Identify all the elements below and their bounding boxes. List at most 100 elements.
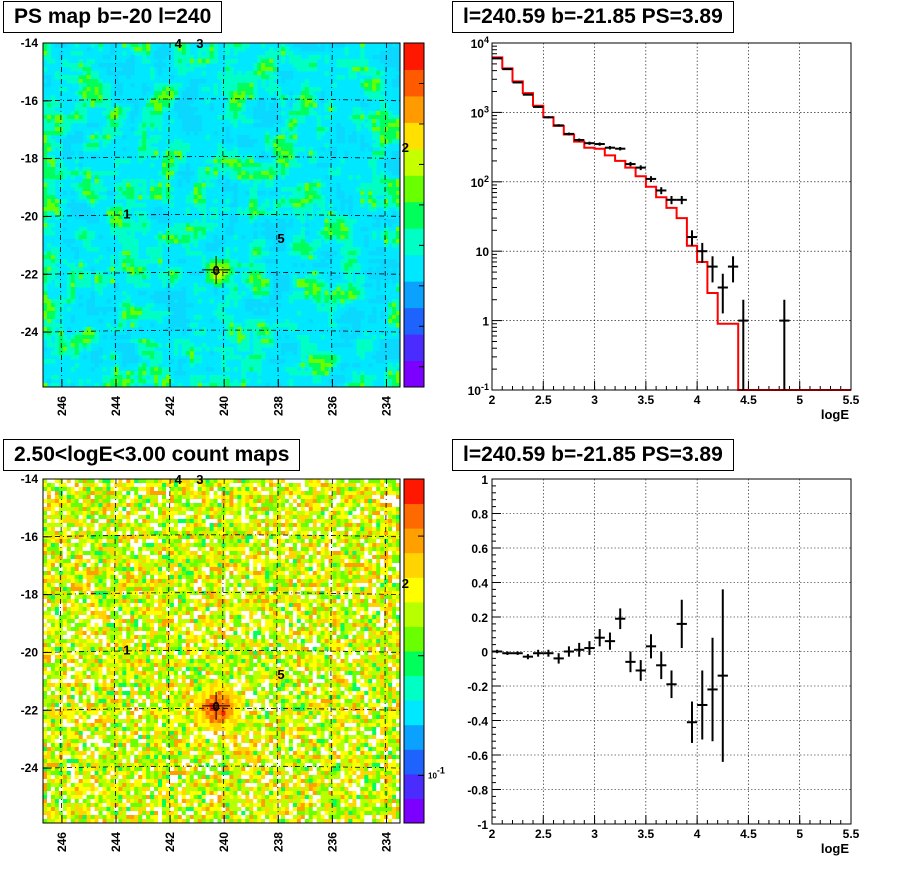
source-label-3: 3 (196, 36, 203, 51)
residual-point (677, 600, 687, 648)
x-tick-label: 246 (55, 832, 69, 852)
residual-point (718, 589, 728, 762)
y-tick-label: 1 (481, 473, 488, 487)
x-tick-label: 5 (796, 393, 803, 407)
y-tick-label: 102 (471, 174, 489, 190)
x-tick-label: 2.5 (535, 393, 552, 407)
ps-map-title: PS map b=-20 l=240 (3, 1, 222, 33)
source-label-1: 1 (123, 643, 130, 658)
y-tick-label: -0.4 (467, 715, 488, 729)
colorbar-cell (404, 479, 424, 504)
residual-point (584, 641, 594, 655)
colorbar-cell (404, 725, 424, 750)
x-tick-label: 240 (217, 396, 231, 416)
y-tick-label: 0.2 (471, 611, 488, 625)
x-tick-label: 234 (379, 396, 393, 416)
source-label-5: 5 (277, 231, 284, 246)
y-tick-label: -14 (21, 472, 39, 486)
residual-point (564, 646, 574, 656)
source-label-5: 5 (277, 667, 284, 682)
x-tick-label: 5.5 (843, 827, 860, 841)
y-tick-label: -0.6 (467, 749, 488, 763)
y-tick-label: -18 (21, 588, 39, 602)
data-point (513, 82, 523, 83)
source-label-4: 4 (175, 472, 183, 487)
data-point (543, 116, 553, 118)
y-tick-label: -16 (21, 94, 39, 108)
x-tick-label: 236 (325, 832, 339, 852)
source-label-4: 4 (175, 36, 183, 51)
x-axis-label: logE (821, 841, 849, 856)
data-point (636, 165, 646, 170)
data-point (707, 256, 717, 282)
x-tick-label: 238 (271, 396, 285, 416)
data-point (738, 300, 748, 390)
ps-map-panel: 246244242240238236234-14-16-18-20-22-240… (0, 0, 449, 436)
colorbar-cell (404, 281, 424, 308)
y-tick-label: -24 (21, 761, 39, 775)
source-label-2: 2 (402, 140, 409, 155)
colorbar-cell (404, 255, 424, 282)
colorbar-cell (404, 228, 424, 255)
x-tick-label: 4 (694, 827, 701, 841)
data-point (697, 243, 707, 263)
residual-point (615, 608, 625, 629)
residual-point (554, 653, 564, 663)
data-point (564, 133, 574, 136)
colorbar-cell (404, 528, 424, 553)
residual-point (625, 652, 635, 673)
residual-point (523, 654, 533, 659)
x-axis-label: logE (821, 407, 849, 422)
residual-point (492, 650, 502, 653)
data-point (554, 124, 564, 126)
y-tick-label: 10 (476, 245, 490, 259)
model-step-line (492, 57, 851, 390)
colorbar-cell (404, 43, 424, 70)
x-tick-label: 5 (796, 827, 803, 841)
data-point (718, 274, 728, 314)
data-point (728, 256, 738, 282)
data-point (533, 106, 543, 108)
x-tick-label: 4.5 (740, 393, 757, 407)
x-tick-label: 242 (163, 832, 177, 852)
data-point (625, 162, 635, 167)
data-point (656, 187, 666, 194)
y-tick-label: 10-1 (468, 382, 489, 398)
x-tick-label: 3 (591, 827, 598, 841)
colorbar-cell (404, 774, 424, 799)
y-tick-label: -0.8 (467, 784, 488, 798)
colorbar-cell (404, 798, 424, 823)
colorbar-cell (404, 175, 424, 202)
data-point (646, 176, 656, 182)
data-point (615, 147, 625, 150)
residual-point (697, 670, 707, 739)
colorbar-cell (404, 700, 424, 725)
x-tick-label: 242 (163, 396, 177, 416)
y-tick-label: 0.8 (471, 508, 488, 522)
colorbar-cell (404, 676, 424, 701)
colorbar-cell (404, 361, 424, 388)
colorbar-cell (404, 749, 424, 774)
spectrum-title: l=240.59 b=-21.85 PS=3.89 (452, 1, 734, 33)
count-map-title: 2.50<logE<3.00 count maps (3, 439, 300, 471)
y-tick-label: -22 (21, 267, 39, 281)
y-tick-label: -16 (21, 530, 39, 544)
x-tick-label: 236 (325, 396, 339, 416)
data-point (605, 146, 615, 149)
residual-point (574, 643, 584, 657)
x-tick-label: 3.5 (638, 393, 655, 407)
x-tick-label: 2 (489, 827, 496, 841)
y-tick-label: 0.6 (471, 542, 488, 556)
x-tick-label: 238 (271, 832, 285, 852)
residual-point (543, 650, 553, 657)
residual-title: l=240.59 b=-21.85 PS=3.89 (452, 439, 734, 471)
colorbar-cell (404, 69, 424, 96)
y-tick-label: -18 (21, 152, 39, 166)
data-point (492, 58, 502, 59)
x-tick-label: 2.5 (535, 827, 552, 841)
colorbar-cell (404, 334, 424, 361)
y-tick-label: -0.2 (467, 680, 488, 694)
